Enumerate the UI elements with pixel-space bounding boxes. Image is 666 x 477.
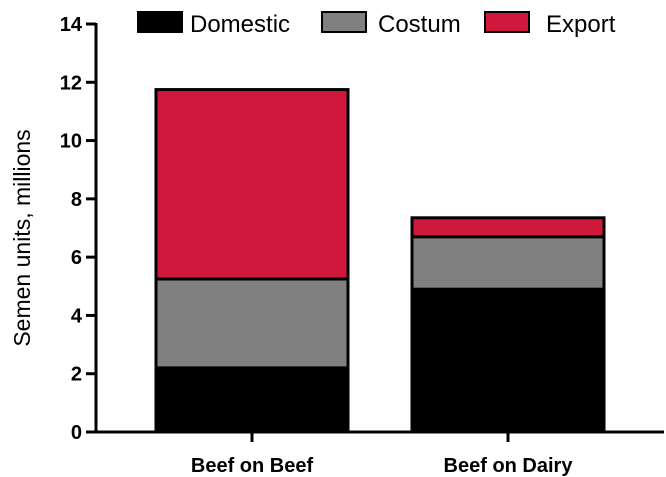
bar-segment-export-2 — [410, 216, 606, 239]
legend-swatch-domestic — [137, 11, 183, 33]
y-tick-label: 12 — [60, 72, 82, 94]
x-tick-label: Beef on Beef — [191, 455, 314, 477]
legend-label-costum: Costum — [378, 11, 461, 38]
y-axis-title: Semen units, millions — [9, 129, 35, 346]
legend-label-domestic: Domestic — [190, 11, 290, 38]
y-tick-label: 0 — [71, 422, 82, 444]
legend: Domestic Costum Export — [137, 11, 616, 38]
legend-swatch-export — [484, 11, 530, 33]
bar-segment-domestic-2 — [410, 287, 606, 434]
legend-swatch-costum — [321, 11, 367, 33]
y-axis: 0 2 4 6 8 10 12 14 — [60, 14, 98, 444]
y-tick-label: 2 — [71, 364, 82, 386]
y-tick-label: 6 — [71, 247, 82, 269]
bar-segment-costum-1 — [154, 277, 350, 370]
y-tick-label: 14 — [60, 14, 83, 36]
y-tick-label: 8 — [71, 189, 82, 211]
bar-segment-costum-2 — [410, 235, 606, 291]
x-axis: Beef on Beef Beef on Dairy — [95, 430, 664, 477]
bar-segment-domestic-1 — [154, 366, 350, 434]
x-tick-label: Beef on Dairy — [444, 455, 574, 477]
legend-label-export: Export — [546, 11, 616, 38]
bars — [154, 88, 606, 434]
y-tick-label: 4 — [71, 305, 83, 327]
y-tick-label: 10 — [60, 131, 82, 153]
bar-segment-export-1 — [154, 88, 350, 281]
